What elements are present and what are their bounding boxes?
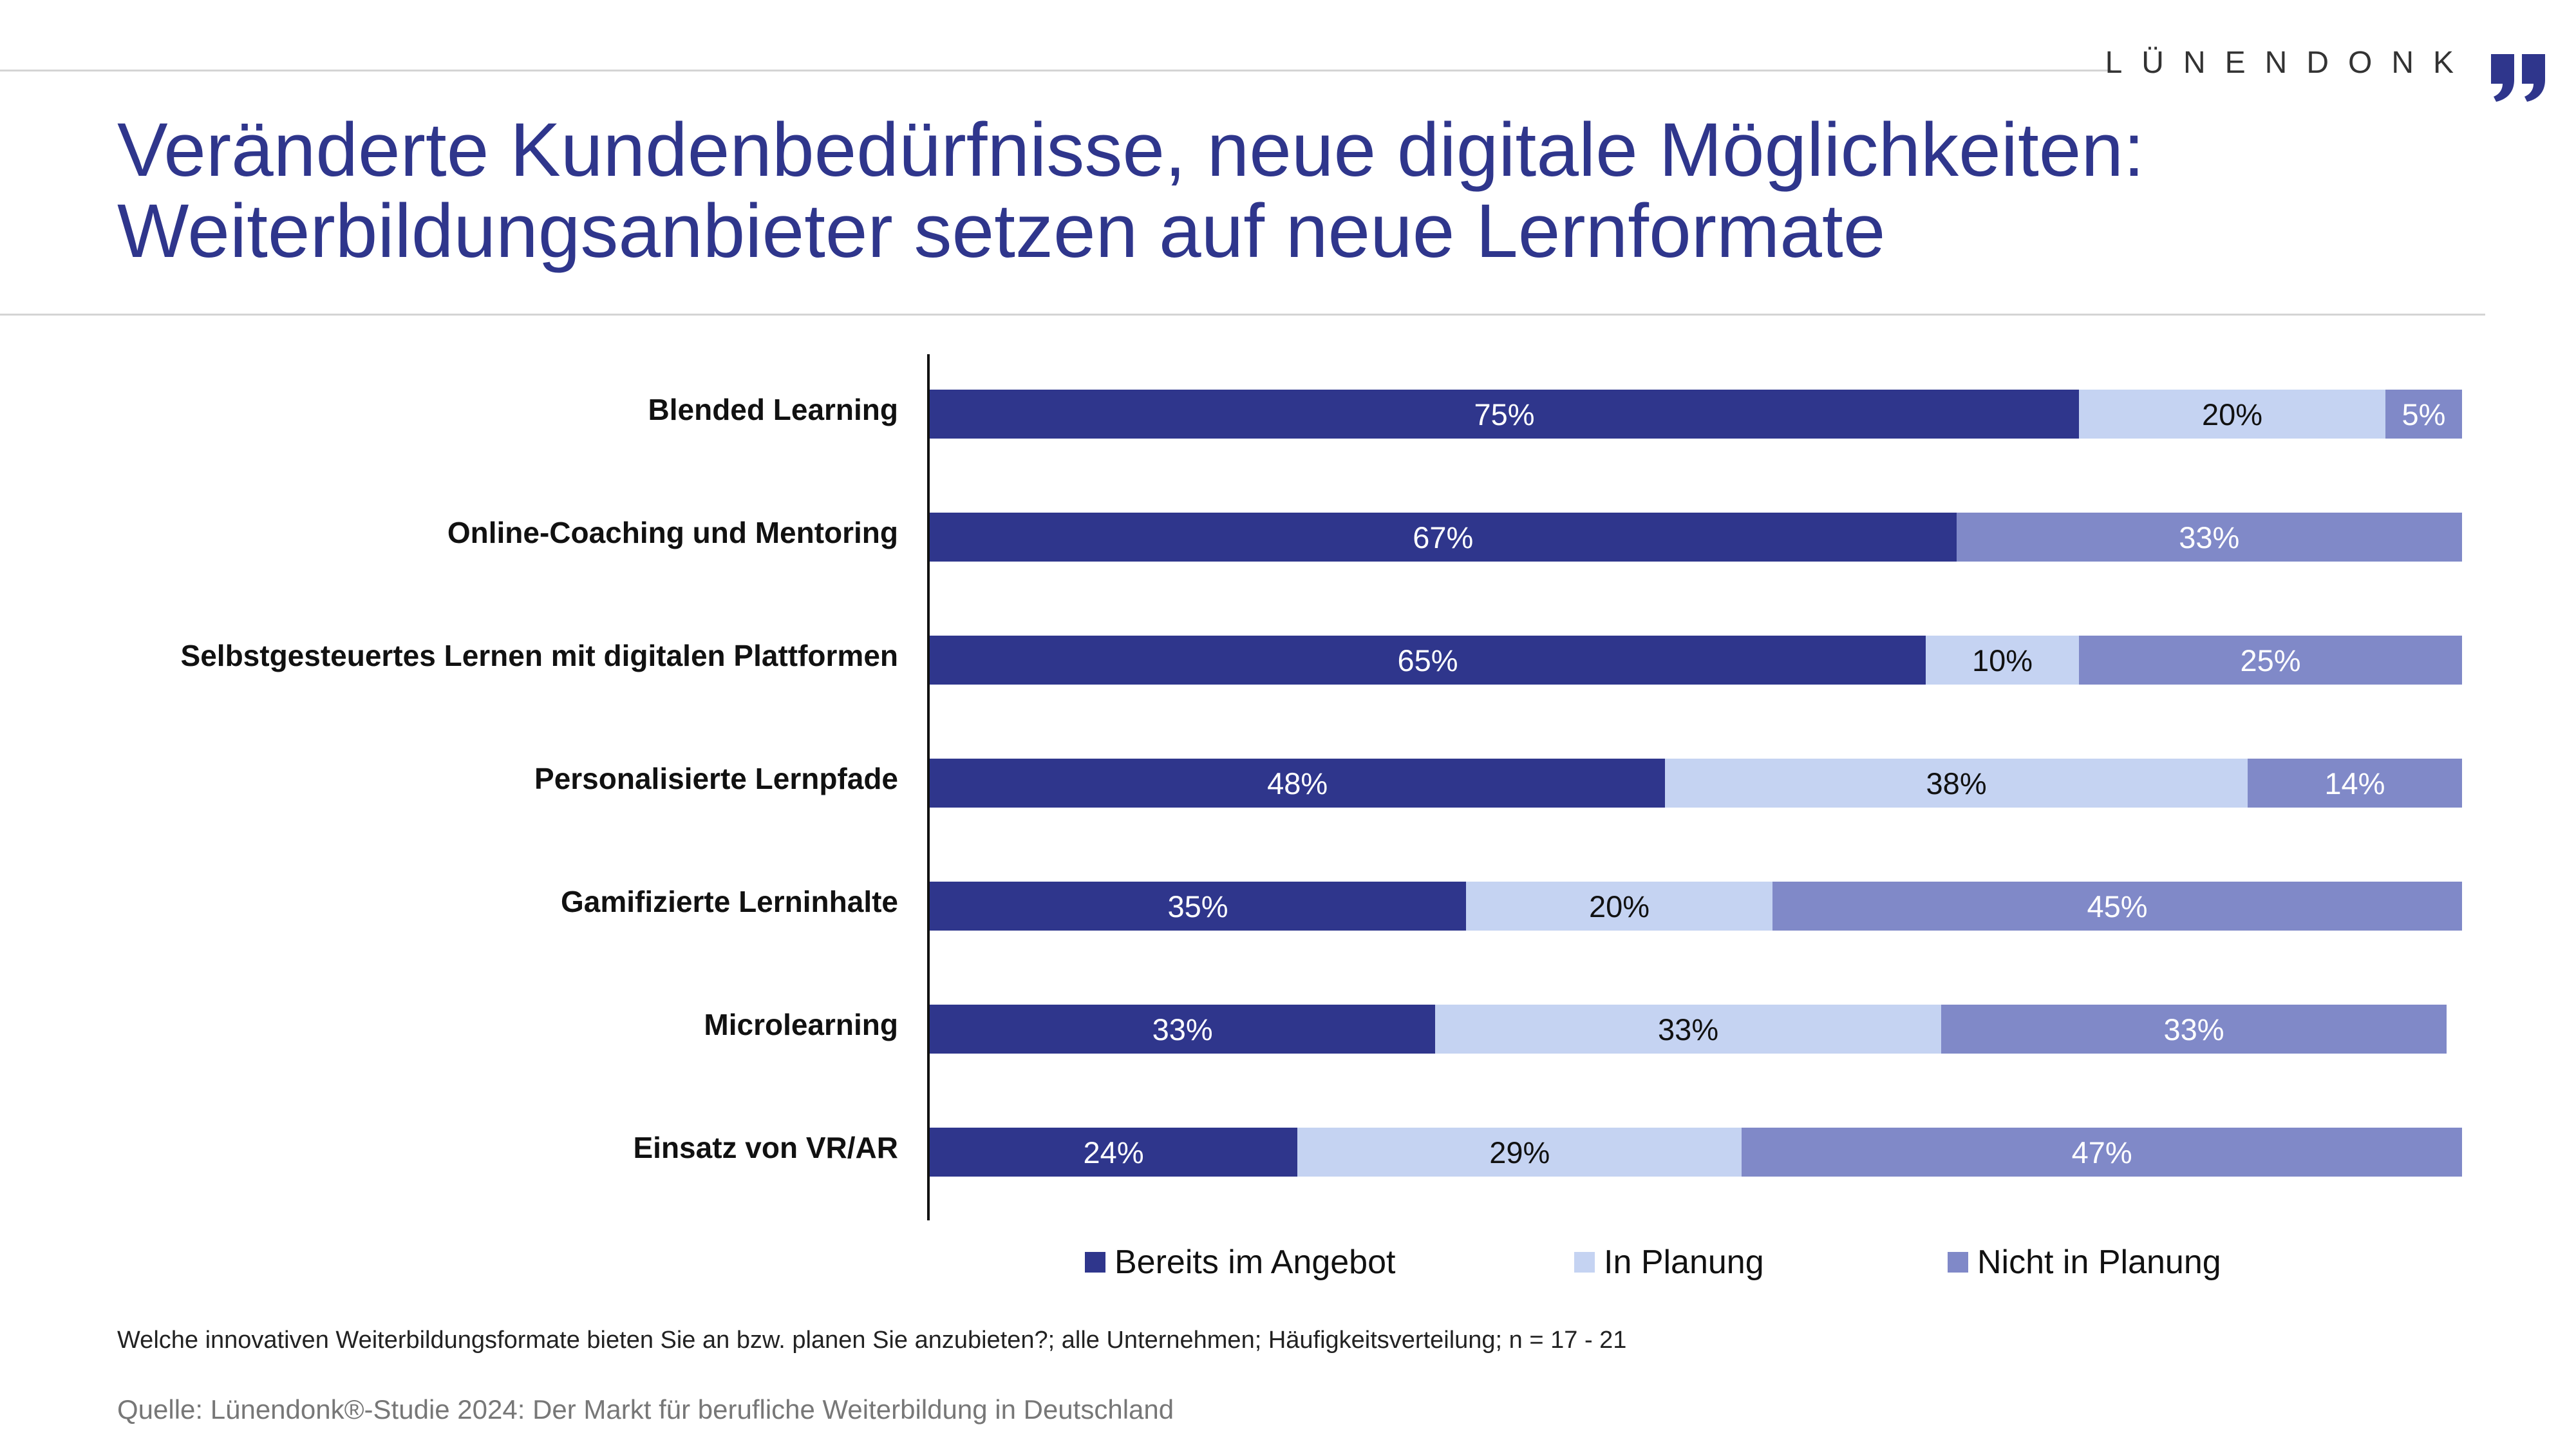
- bar-value-label: 33%: [1658, 1012, 1719, 1046]
- stacked-bar-chart: Blended Learning 75% 20% 5% Online-Coaching …: [0, 348, 2576, 1275]
- bar-segment: 10%: [1926, 636, 2079, 685]
- bar-segment: 45%: [1772, 882, 2462, 931]
- bar-value-label: 10%: [1971, 643, 2033, 677]
- bar-value-label: 20%: [2201, 397, 2263, 431]
- bar-segment: 20%: [1466, 882, 1772, 931]
- bar-value-label: 67%: [1413, 520, 1474, 554]
- bar-segment: 33%: [1941, 1005, 2447, 1054]
- bar-segment: 29%: [1297, 1128, 1742, 1177]
- bar-value-label: 75%: [1474, 397, 1535, 431]
- bar-segment: 67%: [930, 513, 1957, 562]
- brand-name: LÜNENDONK: [2105, 46, 2473, 80]
- quote-mark-icon: [2491, 54, 2545, 102]
- bar-segment: 33%: [1956, 513, 2462, 562]
- bar-segment: 75%: [930, 390, 2079, 439]
- category-label: Microlearning: [704, 1008, 898, 1041]
- legend-item: Bereits im Angebot: [1085, 1243, 1395, 1282]
- bar-segment: 33%: [930, 1005, 1436, 1054]
- category-label: Personalisierte Lernpfade: [534, 762, 898, 795]
- bar-segment: 24%: [930, 1128, 1298, 1177]
- bar-value-label: 65%: [1397, 643, 1458, 677]
- bar-value-label: 29%: [1489, 1135, 1550, 1170]
- bar-value-label: 45%: [2087, 889, 2148, 923]
- legend-swatch: [1574, 1252, 1595, 1273]
- bar-segment: 48%: [930, 759, 1666, 808]
- bar-value-label: 38%: [1926, 766, 1987, 800]
- title-line-2: Weiterbildungsanbieter setzen auf neue L…: [117, 189, 1886, 274]
- legend-label: Bereits im Angebot: [1114, 1244, 1396, 1281]
- bar-segment: 35%: [930, 882, 1466, 931]
- title-line-1: Veränderte Kundenbedürfnisse, neue digit…: [117, 108, 2145, 193]
- source-citation: Quelle: Lünendonk®-Studie 2024: Der Mark…: [117, 1394, 1174, 1425]
- legend-swatch: [1948, 1252, 1968, 1273]
- survey-question-note: Welche innovativen Weiterbildungsformate…: [117, 1327, 1627, 1354]
- bar-segment: 14%: [2247, 759, 2462, 808]
- category-label: Gamifizierte Lerninhalte: [560, 885, 898, 918]
- bar-value-label: 33%: [1152, 1012, 1213, 1046]
- bar-segment: 5%: [2385, 390, 2462, 439]
- bar-segment: 20%: [2079, 390, 2385, 439]
- brand-logo: LÜNENDONK: [2105, 39, 2576, 103]
- legend-swatch: [1085, 1252, 1105, 1273]
- page-title: Veränderte Kundenbedürfnisse, neue digit…: [117, 109, 2435, 272]
- bar-value-label: 48%: [1267, 766, 1328, 800]
- y-axis-line: [927, 354, 930, 1220]
- bar-value-label: 5%: [2402, 397, 2446, 431]
- bar-value-label: 33%: [2163, 1012, 2224, 1046]
- bar-segment: 33%: [1435, 1005, 1941, 1054]
- bar-value-label: 33%: [2179, 520, 2240, 554]
- bar-segment: 47%: [1742, 1128, 2462, 1177]
- bar-segment: 25%: [2079, 636, 2462, 685]
- legend-item: In Planung: [1574, 1243, 1764, 1282]
- title-divider: [0, 314, 2485, 316]
- category-label: Blended Learning: [648, 393, 898, 426]
- bar-value-label: 35%: [1167, 889, 1228, 923]
- bar-segment: 38%: [1665, 759, 2248, 808]
- legend-label: In Planung: [1604, 1244, 1764, 1281]
- bar-segment: 65%: [930, 636, 1926, 685]
- category-label: Online-Coaching und Mentoring: [447, 516, 898, 549]
- category-label: Einsatz von VR/AR: [633, 1131, 898, 1164]
- category-label: Selbstgesteuertes Lernen mit digitalen P…: [180, 639, 898, 672]
- legend-label: Nicht in Planung: [1977, 1244, 2221, 1281]
- bar-value-label: 24%: [1083, 1135, 1144, 1170]
- bar-value-label: 14%: [2324, 766, 2385, 800]
- legend-item: Nicht in Planung: [1948, 1243, 2221, 1282]
- bar-value-label: 20%: [1588, 889, 1650, 923]
- bar-value-label: 47%: [2071, 1135, 2132, 1170]
- bar-value-label: 25%: [2240, 643, 2301, 677]
- top-divider: [0, 70, 2112, 71]
